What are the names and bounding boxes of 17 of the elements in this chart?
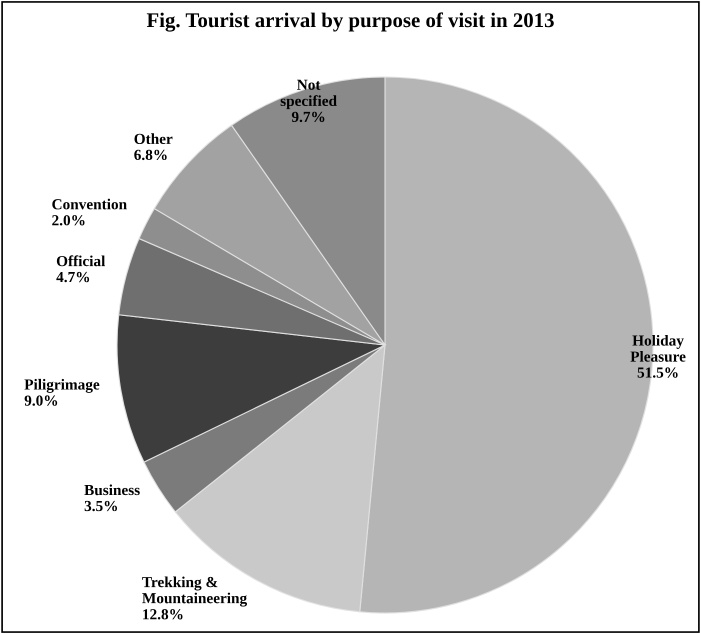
data-label: 6.8% [134, 150, 167, 160]
data-label: 12.8% [143, 609, 182, 620]
chart-title: Fig. Tourist arrival by purpose of visit in 2013 [146, 12, 554, 32]
slice-label: Business [84, 484, 140, 496]
slice-label: Not specified [280, 80, 337, 110]
data-label: 2.0% [52, 215, 84, 226]
slice-label: Convention [52, 198, 127, 210]
data-label: 9.7% [292, 112, 324, 122]
slice-label: Official [56, 255, 106, 266]
slice-label: Other [134, 133, 172, 144]
data-label: 4.7% [56, 272, 90, 282]
data-label: 9.0% [24, 395, 58, 406]
slice-label: Holiday Pleasure [630, 334, 686, 362]
slice-label: Trekking & Mountaineering [142, 576, 248, 607]
data-label: 3.5% [84, 500, 118, 512]
slice-label: Piligrimage [24, 378, 100, 393]
data-label: 51.5% [638, 367, 678, 378]
